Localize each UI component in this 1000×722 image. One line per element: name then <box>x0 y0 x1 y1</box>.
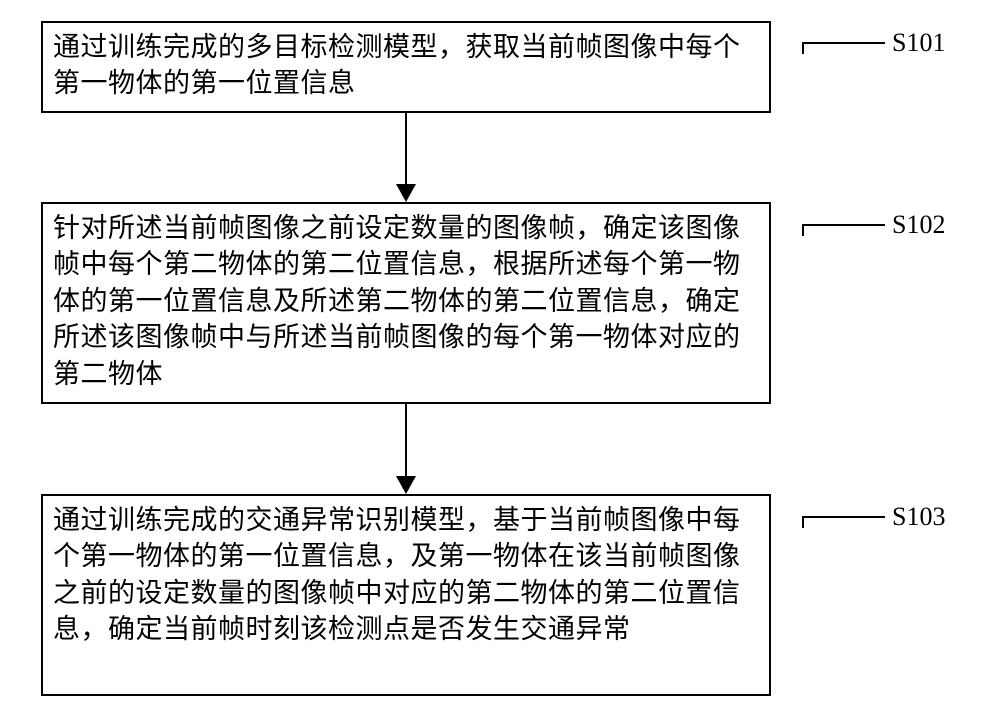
arrow-2-3-shaft <box>405 404 408 476</box>
label-s101: S101 <box>892 28 945 58</box>
box-s102: 针对所述当前帧图像之前设定数量的图像帧，确定该图像帧中每个第二物体的第二位置信息… <box>41 202 771 404</box>
box-s101-text: 通过训练完成的多目标检测模型，获取当前帧图像中每个第一物体的第一位置信息 <box>53 29 759 102</box>
box-s101-leader-v <box>802 42 804 54</box>
box-s103-text: 通过训练完成的交通异常识别模型，基于当前帧图像中每个第一物体的第一位置信息，及第… <box>53 502 759 648</box>
arrow-2-3-head-icon <box>396 476 416 494</box>
box-s102-leader-v <box>802 224 804 236</box>
box-s103: 通过训练完成的交通异常识别模型，基于当前帧图像中每个第一物体的第一位置信息，及第… <box>41 494 771 696</box>
box-s103-leader-h <box>802 516 885 518</box>
flowchart-canvas: 通过训练完成的多目标检测模型，获取当前帧图像中每个第一物体的第一位置信息 S101… <box>0 0 1000 722</box>
box-s103-leader-v <box>802 516 804 528</box>
label-s103: S103 <box>892 502 945 532</box>
box-s101: 通过训练完成的多目标检测模型，获取当前帧图像中每个第一物体的第一位置信息 <box>41 21 771 113</box>
box-s102-text: 针对所述当前帧图像之前设定数量的图像帧，确定该图像帧中每个第二物体的第二位置信息… <box>53 210 759 392</box>
box-s102-leader-h <box>802 224 885 226</box>
arrow-1-2-head-icon <box>396 184 416 202</box>
box-s101-leader-h <box>802 42 885 44</box>
arrow-1-2-shaft <box>405 113 408 184</box>
label-s102: S102 <box>892 210 945 240</box>
